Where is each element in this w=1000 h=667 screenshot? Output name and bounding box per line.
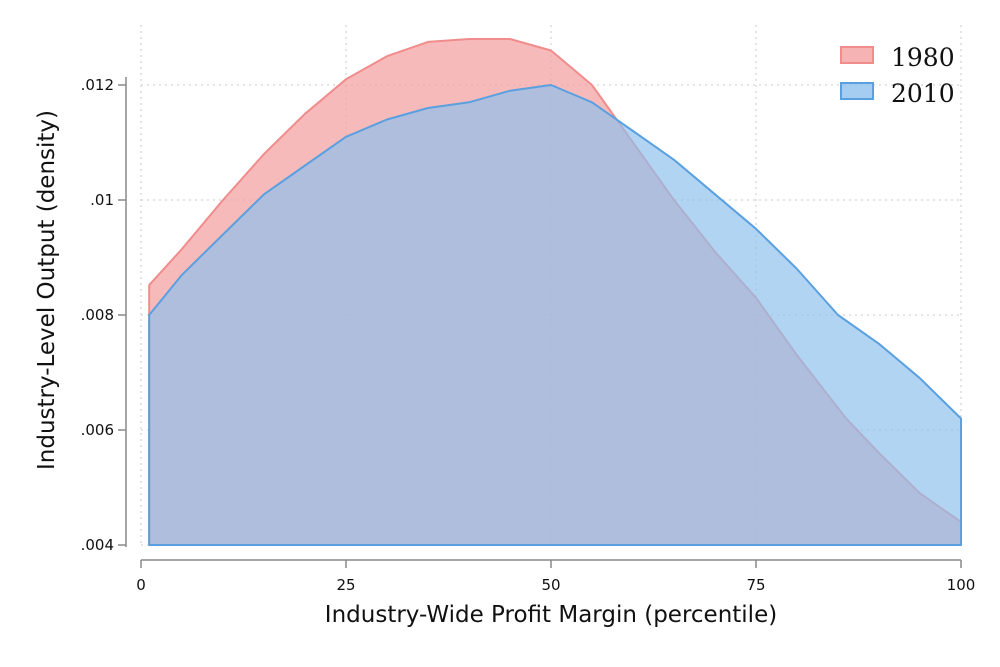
legend-label-1980: 1980: [891, 43, 955, 72]
y-axis-title: Industry-Level Output (density): [34, 110, 60, 470]
legend: 1980 2010: [840, 43, 955, 108]
y-tick-label-4: .012: [81, 76, 114, 94]
x-tick-label-4: 100: [947, 576, 976, 594]
axis-layer: .004 .006 .008 .01 .012 0 25 50 75 100: [81, 76, 976, 594]
y-tick-label-2: .008: [81, 306, 114, 324]
x-tick-label-2: 50: [541, 576, 560, 594]
legend-swatch-2010: [840, 82, 874, 100]
area-series-2010: [148, 84, 962, 546]
legend-swatch-1980: [840, 46, 874, 64]
y-tick-label-1: .006: [81, 421, 114, 439]
x-tick-label-1: 25: [336, 576, 355, 594]
legend-label-2010: 2010: [891, 79, 955, 108]
area-layer: [148, 38, 962, 546]
x-axis-title: Industry-Wide Profit Margin (percentile): [325, 602, 777, 628]
y-tick-label-0: .004: [81, 536, 114, 554]
y-tick-label-3: .01: [90, 191, 114, 209]
x-tick-label-0: 0: [136, 576, 146, 594]
x-tick-label-3: 75: [746, 576, 765, 594]
